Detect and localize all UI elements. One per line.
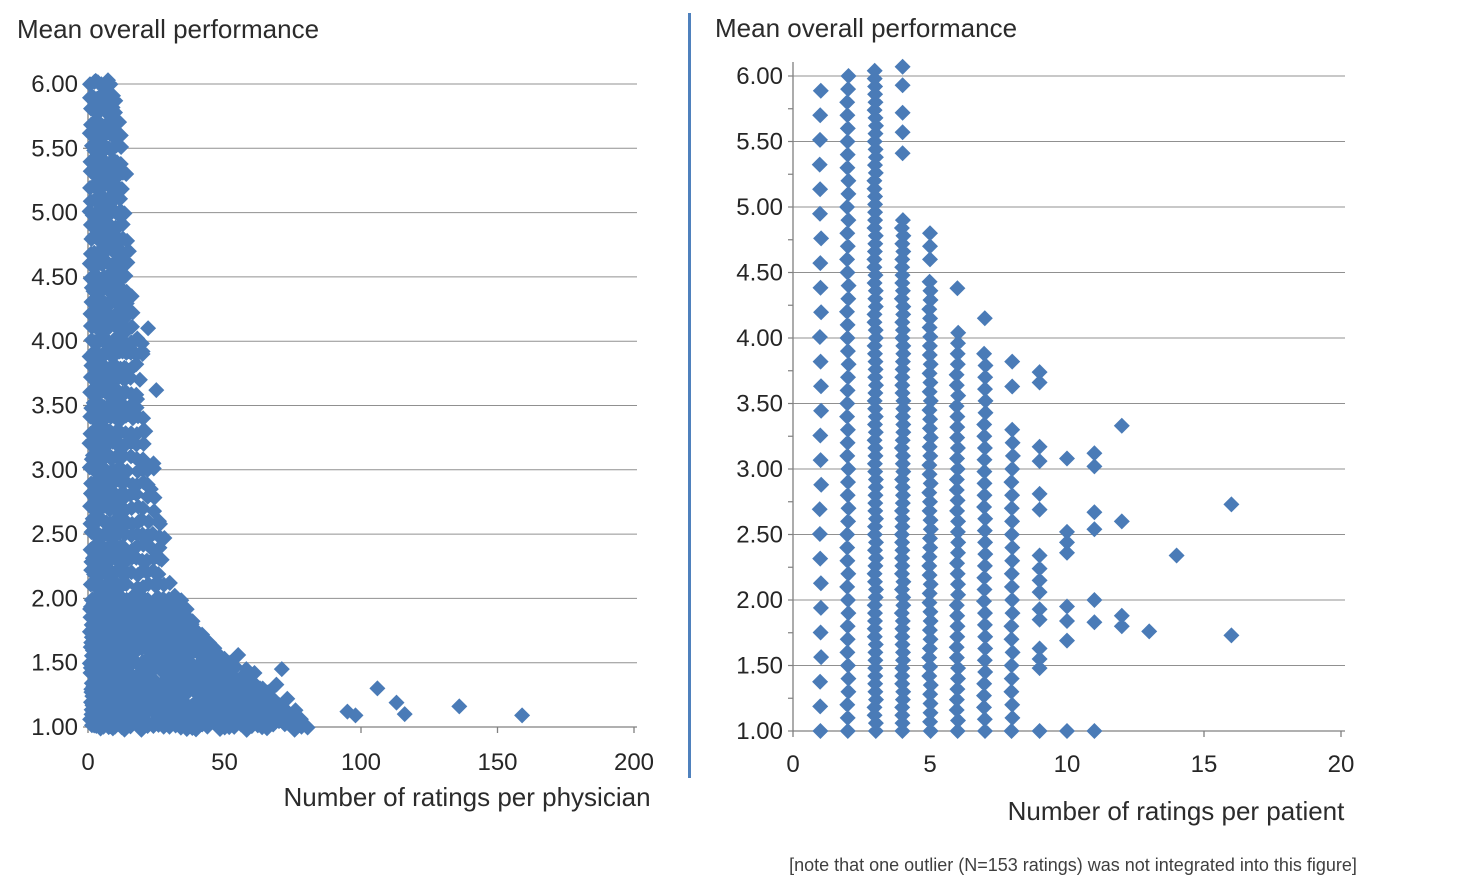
- svg-text:6.00: 6.00: [31, 71, 78, 98]
- patient-tick-labels: 0 5 10 15 20 6.00 5.50 5.00 4.50 4.00 3.50 3.00 2.50…: [736, 63, 1354, 778]
- svg-text:4.00: 4.00: [31, 328, 78, 355]
- panel-divider: [688, 13, 691, 778]
- svg-text:5.50: 5.50: [736, 129, 783, 156]
- svg-text:4.00: 4.00: [736, 325, 783, 352]
- patient-chart-xlabel: Number of ratings per patient: [1007, 796, 1345, 826]
- svg-text:2.50: 2.50: [31, 521, 78, 548]
- svg-text:0: 0: [786, 751, 799, 778]
- svg-text:1.00: 1.00: [736, 718, 783, 745]
- svg-text:2.00: 2.00: [736, 587, 783, 614]
- svg-text:2.00: 2.00: [31, 585, 78, 612]
- svg-text:15: 15: [1191, 751, 1218, 778]
- svg-text:5.00: 5.00: [31, 200, 78, 227]
- svg-text:4.50: 4.50: [31, 264, 78, 291]
- svg-text:5.50: 5.50: [31, 135, 78, 162]
- svg-text:20: 20: [1328, 751, 1355, 778]
- physician-data-points: [81, 72, 531, 738]
- patient-data-points: [811, 58, 1240, 740]
- svg-text:2.50: 2.50: [736, 522, 783, 549]
- svg-text:150: 150: [477, 749, 517, 776]
- physician-chart-xlabel: Number of ratings per physician: [283, 782, 651, 812]
- svg-text:5: 5: [923, 751, 936, 778]
- svg-text:5.00: 5.00: [736, 194, 783, 221]
- svg-text:1.50: 1.50: [31, 650, 78, 677]
- svg-text:4.50: 4.50: [736, 260, 783, 287]
- outlier-note: [note that one outlier (N=153 ratings) w…: [789, 855, 1357, 875]
- svg-text:1.00: 1.00: [31, 714, 78, 741]
- svg-text:6.00: 6.00: [736, 63, 783, 90]
- physician-chart-title: Mean overall performance: [17, 14, 320, 44]
- physician-tick-labels: 0 50 100 150 200 6.00 5.50 5.00 4.50 4.00 3.50 3.00…: [31, 71, 654, 776]
- patient-chart-title: Mean overall performance: [715, 13, 1018, 43]
- svg-text:200: 200: [614, 749, 654, 776]
- svg-text:1.50: 1.50: [736, 653, 783, 680]
- svg-text:10: 10: [1054, 751, 1081, 778]
- physician-chart: 0 50 100 150 200 6.00 5.50 5.00 4.50 4.00 3.50 3.00…: [31, 71, 654, 776]
- svg-text:3.50: 3.50: [31, 393, 78, 420]
- svg-text:3.00: 3.00: [736, 456, 783, 483]
- patient-chart: 0 5 10 15 20 6.00 5.50 5.00 4.50 4.00 3.50 3.00 2.50…: [736, 58, 1354, 778]
- svg-text:0: 0: [81, 749, 94, 776]
- svg-text:50: 50: [211, 749, 238, 776]
- svg-text:3.00: 3.00: [31, 457, 78, 484]
- svg-text:100: 100: [341, 749, 381, 776]
- svg-text:3.50: 3.50: [736, 391, 783, 418]
